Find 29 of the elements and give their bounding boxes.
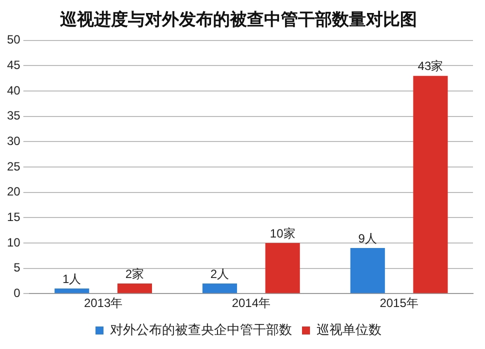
y-tick-label: 35 xyxy=(6,108,21,123)
y-tick-label: 50 xyxy=(6,32,21,47)
x-tick-label: 2013年 xyxy=(84,296,123,310)
bar xyxy=(350,248,385,294)
legend-label: 对外公布的被查央企中管干部数 xyxy=(110,322,292,338)
y-tick-label: 25 xyxy=(6,159,21,174)
data-label: 1人 xyxy=(62,272,82,286)
chart-title: 巡视进度与对外发布的被查中管干部数量对比图 xyxy=(59,10,417,29)
data-label: 43家 xyxy=(418,59,444,74)
legend-label: 巡视单位数 xyxy=(316,322,382,338)
y-tick-label: 30 xyxy=(6,134,21,148)
bar xyxy=(265,242,300,294)
bar xyxy=(413,76,448,294)
x-tick-label: 2015年 xyxy=(380,296,418,310)
bar xyxy=(117,283,152,294)
y-tick-label: 45 xyxy=(6,58,21,72)
y-tick-label: 0 xyxy=(14,286,21,300)
data-label: 9人 xyxy=(358,231,377,246)
y-tick-label: 40 xyxy=(6,83,21,98)
data-label: 2家 xyxy=(125,266,144,281)
data-label: 10家 xyxy=(270,226,296,240)
y-tick-label: 5 xyxy=(14,260,21,275)
bar xyxy=(54,288,90,294)
data-label: 2人 xyxy=(210,266,230,281)
y-tick-label: 15 xyxy=(6,210,21,224)
bar xyxy=(202,283,238,294)
y-tick-label: 10 xyxy=(6,235,21,250)
y-tick-label: 20 xyxy=(6,184,21,199)
x-tick-label: 2014年 xyxy=(232,296,271,310)
